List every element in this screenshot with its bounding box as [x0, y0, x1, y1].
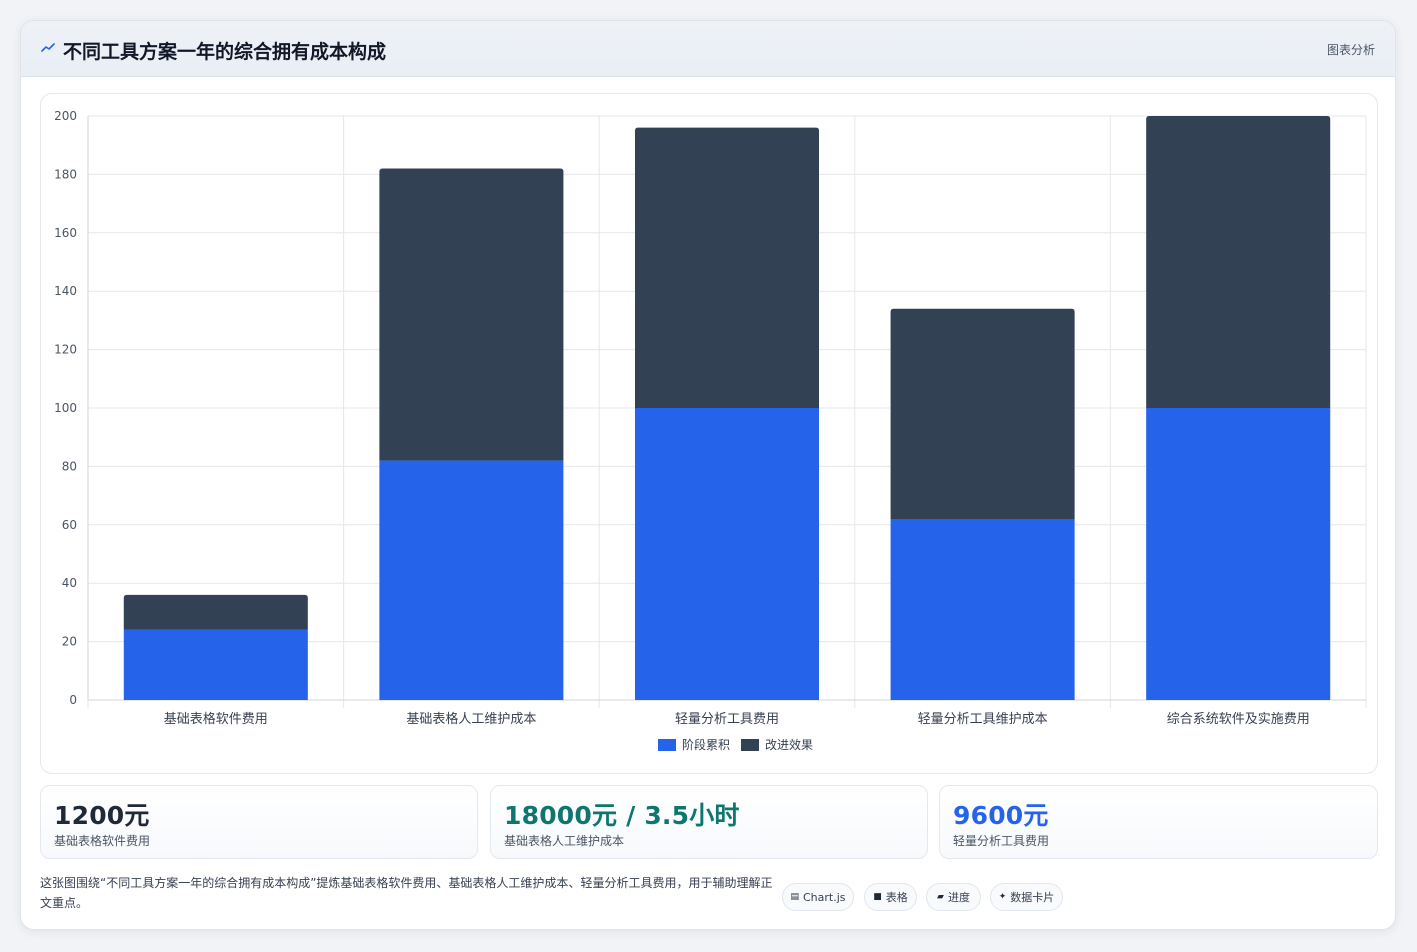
bar-segment-improvement: [890, 308, 1075, 519]
x-tick-label: 轻量分析工具费用: [675, 712, 779, 727]
bar-segment-stage-cumulative: [634, 408, 820, 700]
stat-card-maintenance: 18000元 / 3.5小时 基础表格人工维护成本: [490, 785, 928, 859]
legend-swatch: [658, 739, 676, 751]
bar-segment-stage-cumulative: [123, 629, 308, 700]
table-icon: ■: [873, 892, 882, 902]
x-tick-label: 轻量分析工具维护成本: [918, 712, 1048, 727]
chart-icon: ▤: [790, 892, 799, 902]
chip-label: 表格: [885, 891, 908, 904]
chip-label: 进度: [947, 891, 970, 904]
chart-title: 不同工具方案一年的综合拥有成本构成: [63, 41, 387, 63]
stat-label: 轻量分析工具费用: [953, 834, 1050, 848]
bar-segment-improvement: [634, 127, 820, 409]
chip-data-card[interactable]: ✦ 数据卡片: [990, 883, 1063, 911]
chart-card: 不同工具方案一年的综合拥有成本构成 图表分析 0 20 40 60 80 100 120 14…: [20, 20, 1396, 930]
y-tick-label: 0: [69, 693, 77, 707]
y-tick-label: 40: [62, 576, 77, 590]
bar-segment-improvement: [379, 168, 564, 461]
y-tick-label: 180: [54, 167, 77, 181]
stat-value: 18000元 / 3.5小时: [504, 801, 740, 830]
y-tick-label: 80: [62, 459, 77, 473]
chip-progress[interactable]: ▰ 进度: [926, 883, 981, 911]
bar-segment-stage-cumulative: [379, 460, 564, 700]
legend-swatch: [741, 739, 759, 751]
stat-label: 基础表格人工维护成本: [504, 834, 625, 848]
stat-card-light-tool: 9600元 轻量分析工具费用: [939, 785, 1378, 859]
stat-label: 基础表格软件费用: [54, 834, 151, 848]
legend-label: 阶段累积: [682, 737, 730, 752]
trend-line-icon: [41, 43, 55, 52]
x-tick-label: 基础表格人工维护成本: [406, 711, 536, 727]
y-tick-label: 200: [54, 109, 77, 123]
y-tick-label: 20: [62, 635, 77, 649]
y-tick-label: 100: [54, 401, 77, 415]
bar-segment-improvement: [1146, 116, 1331, 408]
progress-icon: ▰: [937, 892, 944, 902]
data-card-icon: ✦: [998, 892, 1007, 902]
chip-label: Chart.js: [803, 890, 846, 904]
chart-analysis-tag: 图表分析: [1326, 43, 1375, 57]
stat-card-software: 1200元 基础表格软件费用: [40, 785, 478, 859]
chart-panel: 0 20 40 60 80 100 120 140 160 180 200 基础表格软件费用 基础表格人…: [40, 93, 1378, 774]
chip-table[interactable]: ■ 表格: [864, 883, 917, 911]
y-tick-label: 160: [54, 226, 77, 240]
chip-label: 数据卡片: [1010, 891, 1055, 904]
stat-value: 9600元: [953, 801, 1049, 830]
legend-label: 改进效果: [765, 737, 813, 752]
x-tick-label: 基础表格软件费用: [164, 711, 268, 727]
bar-segment-improvement: [123, 594, 308, 630]
stat-value: 1200元: [54, 801, 150, 830]
bar-segment-stage-cumulative: [1146, 408, 1331, 700]
card-header: 不同工具方案一年的综合拥有成本构成 图表分析: [21, 21, 1395, 77]
y-tick-label: 120: [54, 343, 77, 357]
chart-caption: 这张图围绕“不同工具方案一年的综合拥有成本构成”提炼基础表格软件费用、基础表格人…: [40, 876, 773, 910]
y-tick-label: 60: [62, 518, 77, 532]
stacked-bar-chart: 0 20 40 60 80 100 120 140 160 180 200 基础表格软件费用 基础表格人…: [54, 109, 1367, 752]
x-tick-label: 综合系统软件及实施费用: [1167, 712, 1310, 727]
y-tick-label: 140: [54, 284, 77, 298]
chip-chartjs[interactable]: ▤ Chart.js: [782, 883, 854, 911]
bar-segment-stage-cumulative: [890, 518, 1075, 700]
